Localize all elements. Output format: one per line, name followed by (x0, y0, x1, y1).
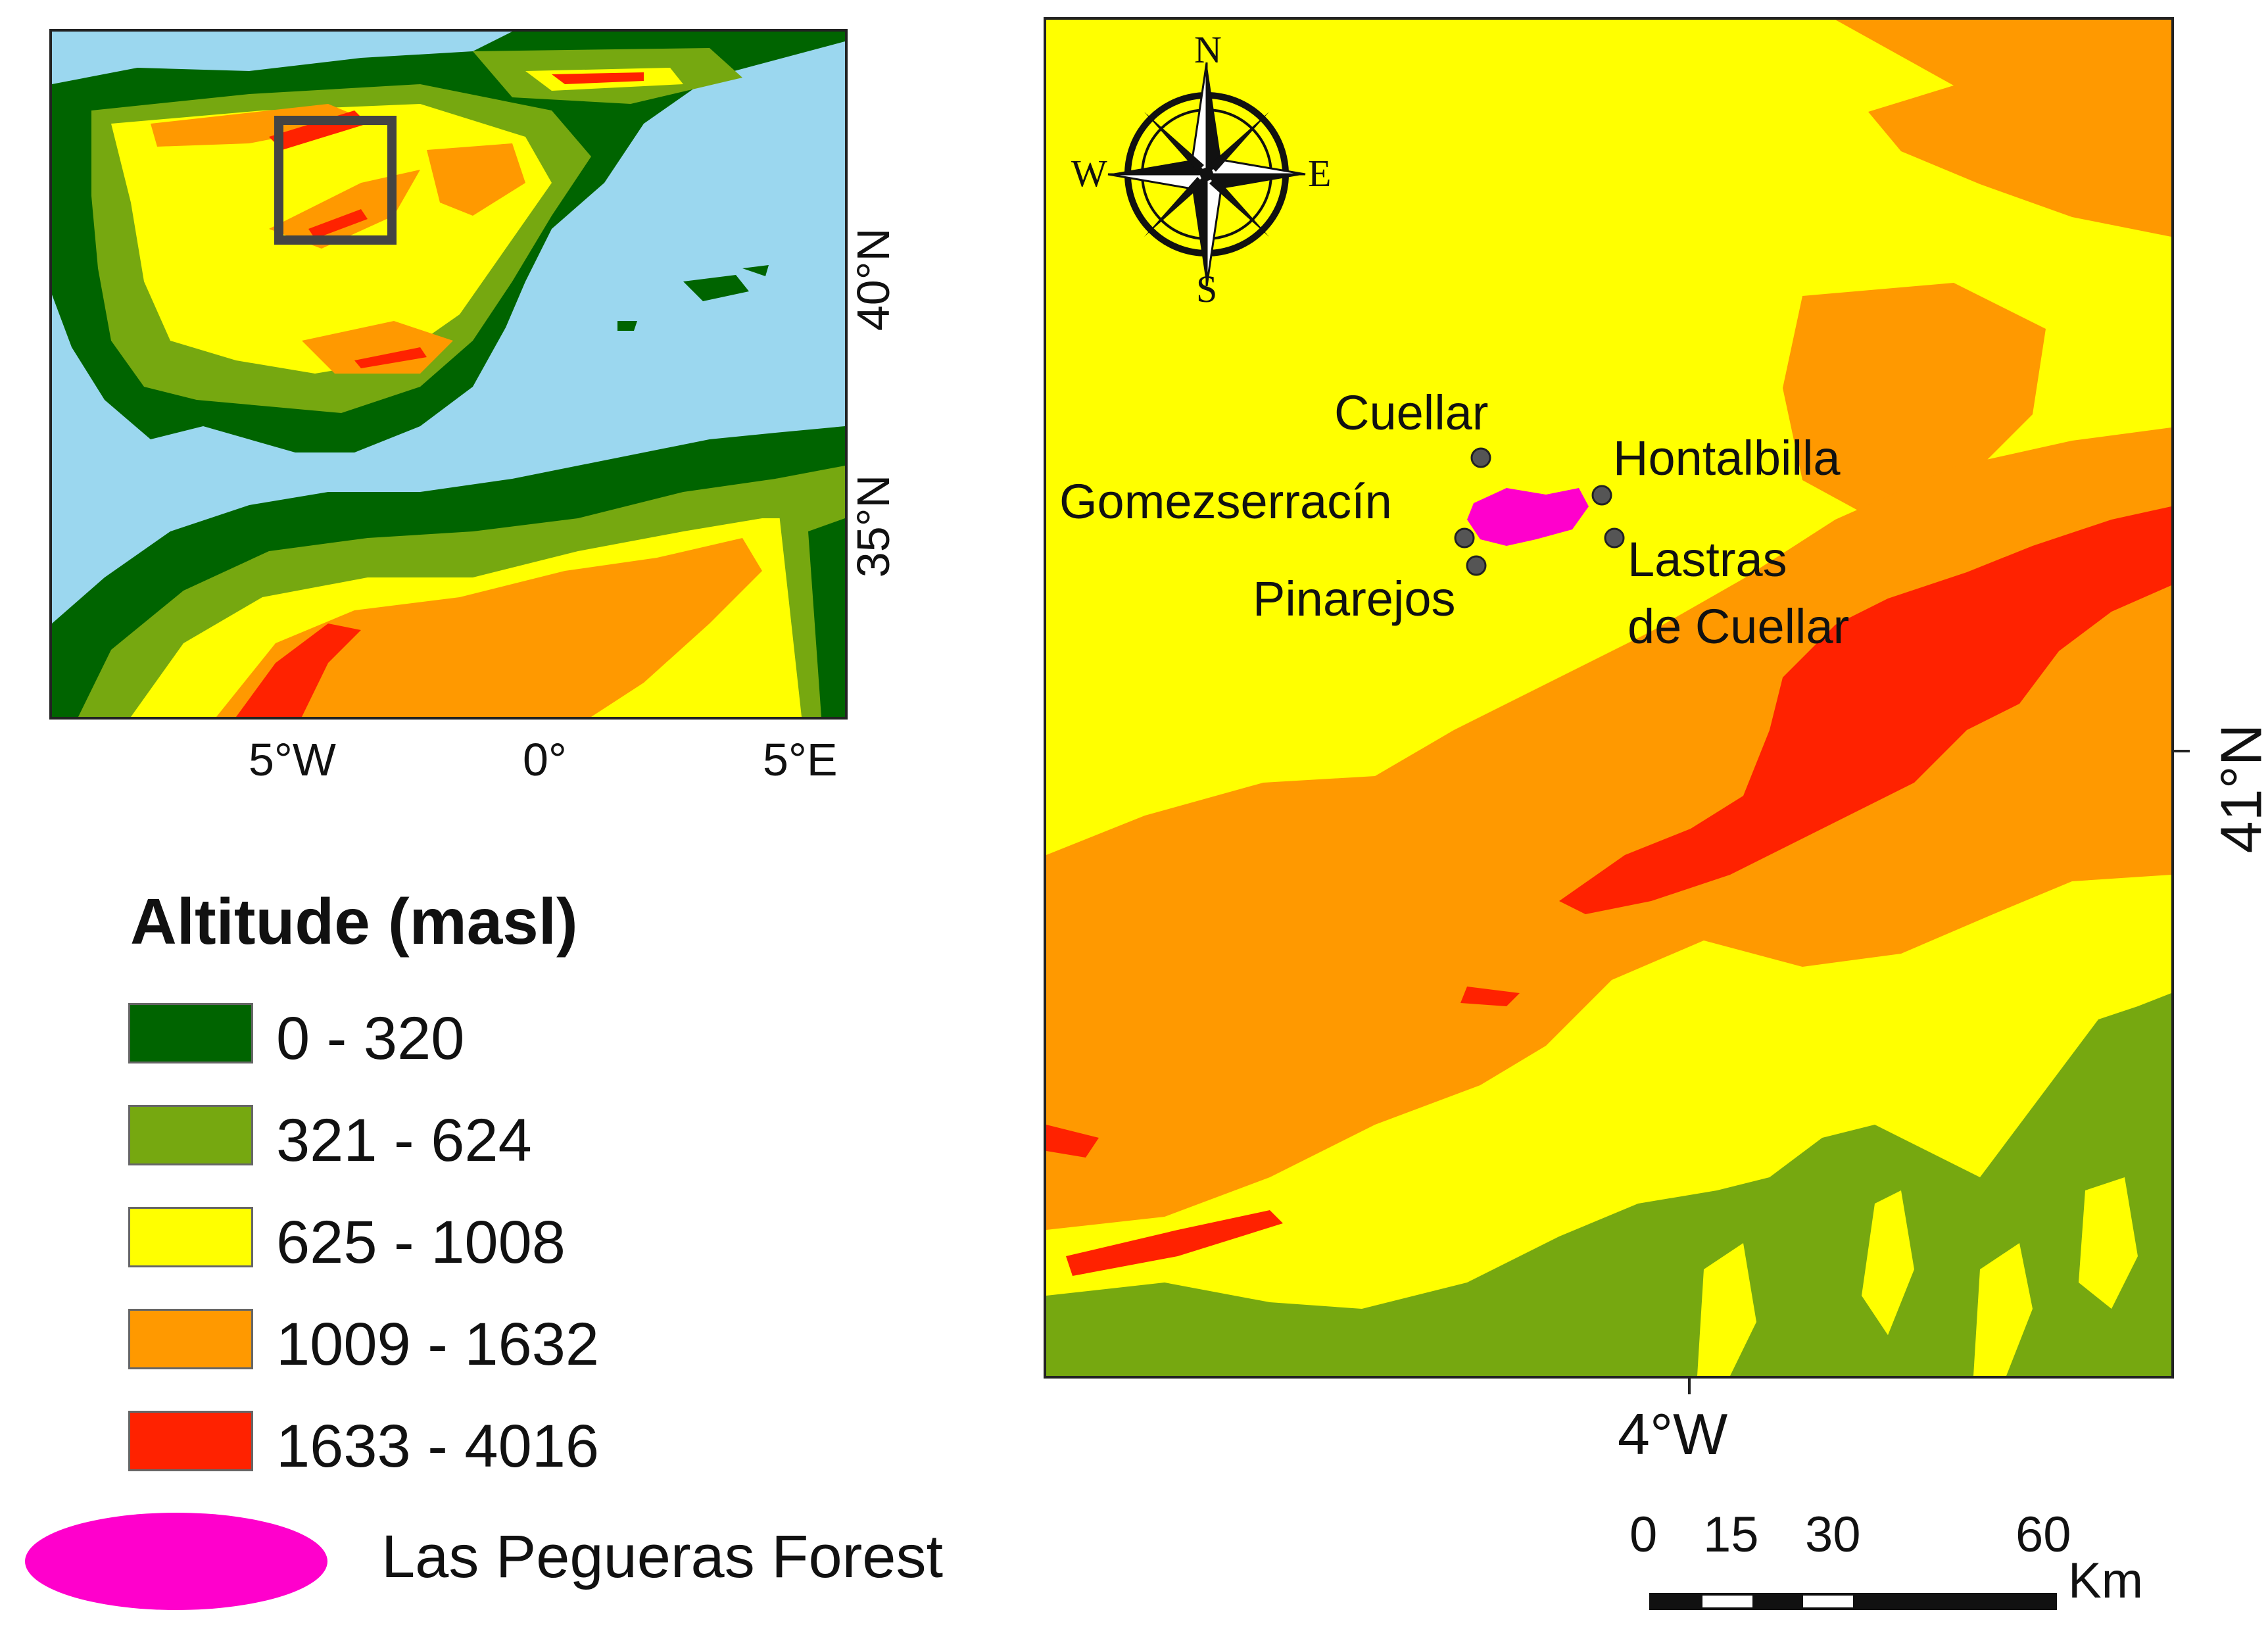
town-label-hontalbilla: Hontalbilla (1613, 431, 1841, 485)
orange-zone-range (1046, 428, 2171, 1230)
main-lon-label-4w: 4°W (1618, 1402, 1728, 1467)
inset-map-iberia (49, 29, 848, 720)
scale-tick-60: 60 (2015, 1507, 2071, 1563)
legend-label-1: 321 - 624 (276, 1107, 532, 1174)
town-point-gomezserracin (1454, 527, 1475, 549)
town-point-cuellar (1470, 447, 1491, 468)
red-zone-peaks (1559, 506, 2171, 914)
town-point-hontalbilla (1591, 485, 1612, 506)
legend-swatch-1 (128, 1105, 253, 1165)
legend-swatch-2 (128, 1207, 253, 1267)
legend-swatch-4 (128, 1411, 253, 1471)
scale-bar (1649, 1593, 2057, 1610)
orange-zone-ne (1835, 20, 2171, 237)
scale-tick-0: 0 (1629, 1507, 1658, 1563)
inset-lat-label-40n: 40°N (848, 228, 900, 331)
legend-swatch-0 (128, 1003, 253, 1063)
legend-label-4: 1633 - 4016 (276, 1413, 600, 1480)
town-label-gomezserracin: Gomezserracín (1059, 474, 1392, 529)
legend-label-3: 1009 - 1632 (276, 1311, 600, 1378)
inset-lon-label-0: 0° (523, 734, 567, 785)
compass-letter-n: N (1194, 28, 1222, 71)
compass-letter-s: S (1196, 268, 1218, 310)
inset-lon-label-5w: 5°W (249, 734, 336, 785)
town-point-lastras (1604, 527, 1625, 549)
town-label-pinarejos: Pinarejos (1253, 572, 1456, 626)
inset-lon-label-5e: 5°E (763, 734, 838, 785)
compass-letter-w: W (1071, 152, 1107, 195)
scale-tick-15: 15 (1703, 1507, 1759, 1563)
main-terrain (1046, 20, 2171, 1376)
legend-label-2: 625 - 1008 (276, 1209, 566, 1276)
main-map-study-area: N S W E Cuellar Hontalbilla Gomezserrací… (1044, 17, 2174, 1379)
forest-legend-label: Las Pegueras Forest (381, 1523, 944, 1590)
town-point-pinarejos (1466, 555, 1487, 576)
legend-label-0: 0 - 320 (276, 1005, 465, 1072)
legend-swatch-3 (128, 1309, 253, 1369)
compass-letter-e: E (1308, 152, 1332, 195)
main-lon-tick (1688, 1379, 1691, 1394)
scale-tick-30: 30 (1805, 1507, 1861, 1563)
main-lat-tick (2174, 750, 2190, 752)
inset-lat-label-35n: 35°N (848, 474, 900, 578)
inset-terrain (52, 32, 845, 717)
forest-legend-swatch (25, 1513, 327, 1610)
las-pegueras-forest (1467, 488, 1589, 546)
compass-rose-icon (1107, 62, 1306, 287)
town-label-de-cuellar: de Cuellar (1628, 599, 1850, 654)
main-lat-label-41n: 41°N (2208, 723, 2268, 854)
town-label-lastras: Lastras (1628, 532, 1787, 587)
scale-unit: Km (2068, 1553, 2143, 1609)
legend-title: Altitude (masl) (130, 885, 578, 958)
town-label-cuellar: Cuellar (1334, 385, 1489, 440)
study-area-box (274, 116, 397, 245)
